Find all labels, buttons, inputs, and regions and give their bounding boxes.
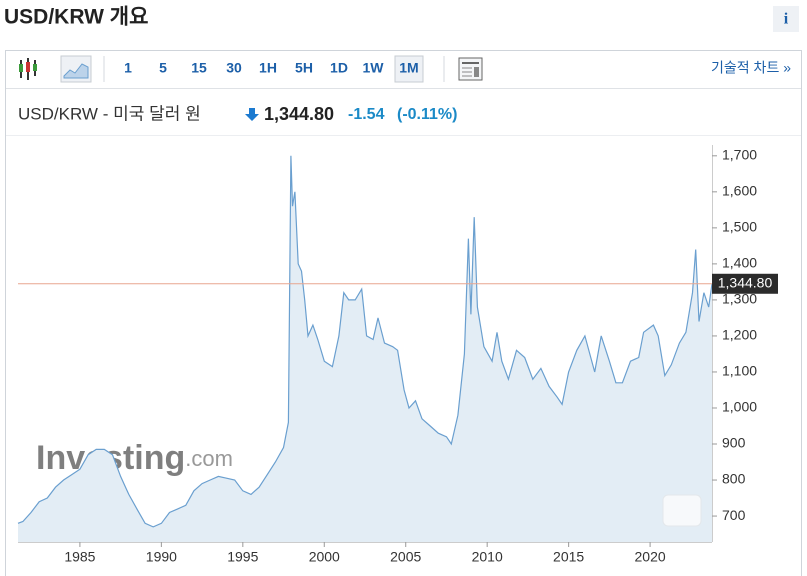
interval-button[interactable]: 30	[226, 60, 242, 76]
quote-change: -1.54	[348, 106, 385, 123]
page-title: USD/KRW 개요	[4, 6, 148, 29]
y-tick-label: 1,200	[722, 327, 757, 343]
x-tick-label: 1995	[227, 549, 258, 565]
area	[18, 155, 712, 543]
watermark: Investing.com	[36, 439, 233, 477]
info-button[interactable]	[773, 6, 799, 32]
y-tick-label: 1,500	[722, 219, 757, 235]
interval-button[interactable]: 1W	[363, 60, 385, 76]
x-tick-label: 2010	[472, 549, 503, 565]
line	[17, 155, 713, 528]
x-tick-label: 2015	[553, 549, 584, 565]
x-tick-label: 1990	[146, 549, 177, 565]
current-price-label: 1,344.80	[718, 274, 773, 290]
interval-button[interactable]: 1M	[399, 60, 418, 76]
quote-name: USD/KRW - 미국 달러 원	[18, 104, 201, 123]
x-tick-label: 1985	[64, 549, 95, 565]
interval-button[interactable]: 15	[191, 60, 207, 76]
info-icon[interactable]: i	[784, 11, 789, 28]
interval-button[interactable]: 5H	[295, 60, 313, 76]
y-tick-label: 1,400	[722, 255, 757, 271]
technical-chart-link[interactable]: 기술적 차트 »	[711, 60, 791, 76]
selected-interval	[394, 55, 424, 83]
interval-button[interactable]: 1D	[330, 60, 348, 76]
y-tick-label: 1,300	[722, 291, 757, 307]
quote-price: 1,344.80	[264, 104, 334, 124]
y-tick-label: 700	[722, 507, 746, 523]
y-tick-label: 1,000	[722, 399, 757, 415]
interval-button[interactable]: 1	[124, 60, 132, 76]
x-tick-label: 2020	[635, 549, 666, 565]
candle-icon[interactable]	[19, 58, 37, 80]
watermark-part: .com	[185, 446, 233, 471]
line-chart-icon	[63, 63, 89, 79]
interval-button[interactable]: 1H	[259, 60, 277, 76]
navigator-box[interactable]	[662, 494, 702, 527]
y-tick-label: 1,600	[722, 183, 757, 199]
x-tick-label: 2000	[309, 549, 340, 565]
interval-buttons: 1 5 15 30 1H 5H 1D 1W 1M	[124, 55, 424, 83]
down-arrow	[245, 108, 259, 121]
y-tick-label: 800	[722, 471, 746, 487]
plot: Investing.com 700 800 900 1,000 1,100 1,200 1,3…	[17, 145, 778, 565]
quote-change-pct: (-0.11%)	[397, 106, 457, 123]
y-tick-label: 900	[722, 435, 746, 451]
y-tick-label: 1,100	[722, 363, 757, 379]
y-tick-label: 1,700	[722, 147, 757, 163]
widget-frame	[5, 50, 802, 576]
x-tick-label: 2005	[390, 549, 421, 565]
table-icon[interactable]	[458, 57, 483, 81]
interval-button[interactable]: 5	[159, 60, 167, 76]
current-price-box	[712, 273, 778, 294]
